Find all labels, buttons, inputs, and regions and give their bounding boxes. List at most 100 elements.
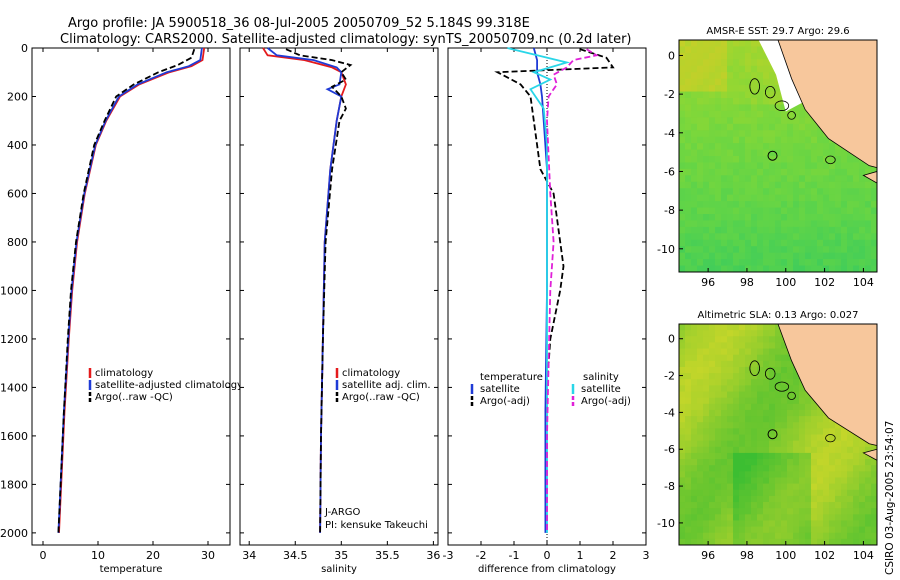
map-cell	[721, 514, 728, 521]
map-cell	[841, 483, 848, 491]
map-cell	[775, 446, 782, 454]
map-cell	[793, 207, 800, 215]
map-cell	[841, 428, 848, 435]
map-cell	[715, 78, 722, 86]
map-cell	[745, 59, 752, 67]
map-cell	[847, 220, 854, 228]
map-cell	[847, 233, 854, 241]
map-cell	[763, 239, 770, 247]
map-cell	[685, 416, 692, 423]
map-cell	[733, 379, 740, 386]
map-cell	[787, 477, 794, 485]
map-cell	[697, 72, 704, 80]
map-cell	[697, 520, 704, 528]
map-cell	[793, 422, 800, 429]
map-cell	[703, 336, 710, 343]
map-cell	[823, 246, 830, 254]
map-cell	[733, 46, 740, 54]
legend-label: climatology	[342, 368, 400, 379]
map-cell	[679, 538, 686, 546]
map-cell	[781, 446, 788, 454]
map-cell	[805, 246, 812, 254]
map-cell	[691, 72, 698, 80]
map-cell	[817, 188, 824, 196]
map-cell	[757, 110, 764, 118]
map-cell	[679, 168, 686, 176]
map-cell	[769, 452, 776, 460]
map-cell	[865, 452, 872, 460]
map-cell	[721, 379, 728, 386]
map-cell	[859, 175, 866, 183]
map-cell	[715, 489, 722, 497]
map-cell	[691, 91, 698, 99]
map-cell	[805, 123, 812, 131]
map-cell	[799, 434, 806, 442]
map-cell	[853, 477, 860, 485]
map-cell	[751, 156, 758, 163]
map-cell	[703, 428, 710, 435]
map-cell	[751, 348, 758, 356]
map-cell	[745, 246, 752, 254]
map-cell	[835, 149, 842, 157]
map-cell	[739, 520, 746, 528]
map-cell	[871, 495, 878, 503]
map-cell	[763, 502, 770, 509]
map-cell	[679, 330, 686, 337]
map-cell	[823, 259, 830, 267]
map-cell	[751, 168, 758, 176]
map-cell	[691, 440, 698, 448]
map-cell	[739, 123, 746, 131]
map-cell	[853, 489, 860, 497]
map-cell	[733, 416, 740, 423]
map-cell	[745, 379, 752, 386]
map-cell	[823, 181, 830, 189]
map-cell	[799, 428, 806, 435]
map-cell	[721, 149, 728, 157]
map-cell	[817, 502, 824, 509]
map-cell	[685, 495, 692, 503]
map-cell	[853, 514, 860, 521]
map-cell	[751, 434, 758, 442]
map-cell	[691, 136, 698, 144]
map-cell	[763, 149, 770, 157]
map-cell	[715, 514, 722, 521]
map-cell	[679, 532, 686, 540]
map-cell	[799, 446, 806, 454]
map-cell	[733, 446, 740, 454]
map-cell	[745, 117, 752, 125]
map-cell	[739, 465, 746, 472]
map-cell	[703, 85, 710, 93]
map-cell	[763, 520, 770, 528]
map-cell	[727, 495, 734, 503]
map-cell	[745, 391, 752, 399]
map-cell	[871, 226, 878, 234]
map-cell	[709, 123, 716, 131]
map-cell	[835, 514, 842, 521]
map-cell	[709, 354, 716, 362]
map-cell	[847, 265, 854, 273]
map-cell	[685, 477, 692, 485]
map-cell	[691, 409, 698, 417]
map-cell	[751, 52, 758, 60]
series-line	[494, 48, 615, 533]
map-cell	[751, 265, 758, 273]
map-cell	[871, 188, 878, 196]
map-cell	[703, 538, 710, 546]
map-cell	[799, 143, 806, 151]
map-cell	[799, 502, 806, 509]
map-cell	[757, 495, 764, 503]
map-cell	[709, 143, 716, 151]
map-cell	[841, 162, 848, 170]
map-cell	[841, 156, 848, 163]
map-cell	[811, 422, 818, 429]
map-cell	[739, 532, 746, 540]
map-cell	[865, 514, 872, 521]
map-cell	[799, 538, 806, 546]
map-cell	[793, 110, 800, 118]
map-cell	[733, 104, 740, 112]
map-cell	[763, 416, 770, 423]
map-cell	[721, 259, 728, 267]
map-cell	[685, 72, 692, 80]
map-cell	[733, 162, 740, 170]
